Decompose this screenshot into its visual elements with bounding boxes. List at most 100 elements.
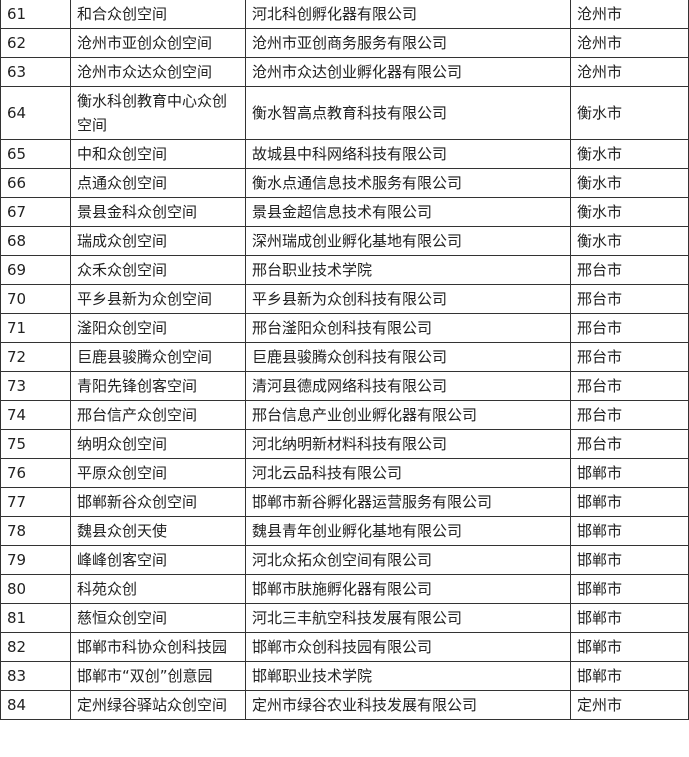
row-number: 75 xyxy=(0,429,71,459)
space-name: 峰峰创客空间 xyxy=(70,545,246,575)
operator-name: 邢台滏阳众创科技有限公司 xyxy=(245,313,571,343)
operator-name: 故城县中科网络科技有限公司 xyxy=(245,139,571,169)
operator-name: 衡水智高点教育科技有限公司 xyxy=(245,86,571,140)
table-row: 66 点通众创空间 衡水点通信息技术服务有限公司 衡水市 xyxy=(0,168,689,198)
row-number: 64 xyxy=(0,86,71,140)
table-row: 61 和合众创空间 河北科创孵化器有限公司 沧州市 xyxy=(0,0,689,29)
operator-name: 邯郸市新谷孵化器运营服务有限公司 xyxy=(245,487,571,517)
space-name: 衡水科创教育中心众创空间 xyxy=(70,86,246,140)
city: 沧州市 xyxy=(570,0,689,29)
city: 衡水市 xyxy=(570,197,689,227)
city: 衡水市 xyxy=(570,168,689,198)
table-body: 61 和合众创空间 河北科创孵化器有限公司 沧州市 62 沧州市亚创众创空间 沧州市亚创商务… xyxy=(0,0,689,720)
row-number: 81 xyxy=(0,603,71,633)
operator-name: 沧州市众达创业孵化器有限公司 xyxy=(245,57,571,87)
operator-name: 邢台职业技术学院 xyxy=(245,255,571,285)
table-row: 62 沧州市亚创众创空间 沧州市亚创商务服务有限公司 沧州市 xyxy=(0,28,689,58)
operator-name: 河北三丰航空科技发展有限公司 xyxy=(245,603,571,633)
operator-name: 邯郸市众创科技园有限公司 xyxy=(245,632,571,662)
space-name: 众禾众创空间 xyxy=(70,255,246,285)
operator-name: 巨鹿县骏腾众创科技有限公司 xyxy=(245,342,571,372)
operator-name: 定州市绿谷农业科技发展有限公司 xyxy=(245,690,571,720)
city: 邯郸市 xyxy=(570,574,689,604)
space-name: 慈恒众创空间 xyxy=(70,603,246,633)
city: 邯郸市 xyxy=(570,545,689,575)
table-row: 70 平乡县新为众创空间 平乡县新为众创科技有限公司 邢台市 xyxy=(0,284,689,314)
table-row: 80 科苑众创 邯郸市肤施孵化器有限公司 邯郸市 xyxy=(0,574,689,604)
city: 邯郸市 xyxy=(570,458,689,488)
row-number: 70 xyxy=(0,284,71,314)
table-row: 63 沧州市众达众创空间 沧州市众达创业孵化器有限公司 沧州市 xyxy=(0,57,689,87)
row-number: 77 xyxy=(0,487,71,517)
row-number: 66 xyxy=(0,168,71,198)
operator-name: 景县金超信息技术有限公司 xyxy=(245,197,571,227)
city: 沧州市 xyxy=(570,28,689,58)
table-row: 82 邯郸市科协众创科技园 邯郸市众创科技园有限公司 邯郸市 xyxy=(0,632,689,662)
space-name: 邯郸市科协众创科技园 xyxy=(70,632,246,662)
row-number: 61 xyxy=(0,0,71,29)
space-name: 青阳先锋创客空间 xyxy=(70,371,246,401)
space-name: 中和众创空间 xyxy=(70,139,246,169)
space-name: 邯郸新谷众创空间 xyxy=(70,487,246,517)
space-name: 巨鹿县骏腾众创空间 xyxy=(70,342,246,372)
data-table: 61 和合众创空间 河北科创孵化器有限公司 沧州市 62 沧州市亚创众创空间 沧州市亚创商务… xyxy=(0,0,689,720)
table-row: 76 平原众创空间 河北云品科技有限公司 邯郸市 xyxy=(0,458,689,488)
table-row: 79 峰峰创客空间 河北众拓众创空间有限公司 邯郸市 xyxy=(0,545,689,575)
operator-name: 河北云品科技有限公司 xyxy=(245,458,571,488)
row-number: 67 xyxy=(0,197,71,227)
space-name: 魏县众创天使 xyxy=(70,516,246,546)
space-name: 沧州市众达众创空间 xyxy=(70,57,246,87)
operator-name: 沧州市亚创商务服务有限公司 xyxy=(245,28,571,58)
row-number: 71 xyxy=(0,313,71,343)
space-name: 邢台信产众创空间 xyxy=(70,400,246,430)
city: 邯郸市 xyxy=(570,661,689,691)
table-row: 84 定州绿谷驿站众创空间 定州市绿谷农业科技发展有限公司 定州市 xyxy=(0,690,689,720)
table-row: 81 慈恒众创空间 河北三丰航空科技发展有限公司 邯郸市 xyxy=(0,603,689,633)
row-number: 69 xyxy=(0,255,71,285)
space-name: 科苑众创 xyxy=(70,574,246,604)
city: 定州市 xyxy=(570,690,689,720)
table-row: 64 衡水科创教育中心众创空间 衡水智高点教育科技有限公司 衡水市 xyxy=(0,86,689,140)
row-number: 63 xyxy=(0,57,71,87)
table-row: 83 邯郸市“双创”创意园 邯郸职业技术学院 邯郸市 xyxy=(0,661,689,691)
city: 沧州市 xyxy=(570,57,689,87)
operator-name: 邢台信息产业创业孵化器有限公司 xyxy=(245,400,571,430)
city: 邢台市 xyxy=(570,371,689,401)
space-name: 纳明众创空间 xyxy=(70,429,246,459)
operator-name: 河北纳明新材料科技有限公司 xyxy=(245,429,571,459)
city: 邯郸市 xyxy=(570,603,689,633)
operator-name: 邯郸市肤施孵化器有限公司 xyxy=(245,574,571,604)
row-number: 74 xyxy=(0,400,71,430)
row-number: 80 xyxy=(0,574,71,604)
city: 邯郸市 xyxy=(570,516,689,546)
table-row: 74 邢台信产众创空间 邢台信息产业创业孵化器有限公司 邢台市 xyxy=(0,400,689,430)
space-name: 滏阳众创空间 xyxy=(70,313,246,343)
row-number: 68 xyxy=(0,226,71,256)
space-name: 沧州市亚创众创空间 xyxy=(70,28,246,58)
row-number: 82 xyxy=(0,632,71,662)
table-row: 68 瑞成众创空间 深州瑞成创业孵化基地有限公司 衡水市 xyxy=(0,226,689,256)
operator-name: 清河县德成网络科技有限公司 xyxy=(245,371,571,401)
space-name: 邯郸市“双创”创意园 xyxy=(70,661,246,691)
space-name: 平原众创空间 xyxy=(70,458,246,488)
space-name: 瑞成众创空间 xyxy=(70,226,246,256)
table-row: 65 中和众创空间 故城县中科网络科技有限公司 衡水市 xyxy=(0,139,689,169)
operator-name: 魏县青年创业孵化基地有限公司 xyxy=(245,516,571,546)
table-row: 77 邯郸新谷众创空间 邯郸市新谷孵化器运营服务有限公司 邯郸市 xyxy=(0,487,689,517)
operator-name: 河北众拓众创空间有限公司 xyxy=(245,545,571,575)
table-row: 75 纳明众创空间 河北纳明新材料科技有限公司 邢台市 xyxy=(0,429,689,459)
table-row: 72 巨鹿县骏腾众创空间 巨鹿县骏腾众创科技有限公司 邢台市 xyxy=(0,342,689,372)
row-number: 78 xyxy=(0,516,71,546)
table-row: 69 众禾众创空间 邢台职业技术学院 邢台市 xyxy=(0,255,689,285)
row-number: 83 xyxy=(0,661,71,691)
city: 邢台市 xyxy=(570,429,689,459)
operator-name: 河北科创孵化器有限公司 xyxy=(245,0,571,29)
operator-name: 平乡县新为众创科技有限公司 xyxy=(245,284,571,314)
city: 衡水市 xyxy=(570,86,689,140)
table-row: 73 青阳先锋创客空间 清河县德成网络科技有限公司 邢台市 xyxy=(0,371,689,401)
space-name: 和合众创空间 xyxy=(70,0,246,29)
row-number: 73 xyxy=(0,371,71,401)
city: 邯郸市 xyxy=(570,632,689,662)
city: 邢台市 xyxy=(570,342,689,372)
